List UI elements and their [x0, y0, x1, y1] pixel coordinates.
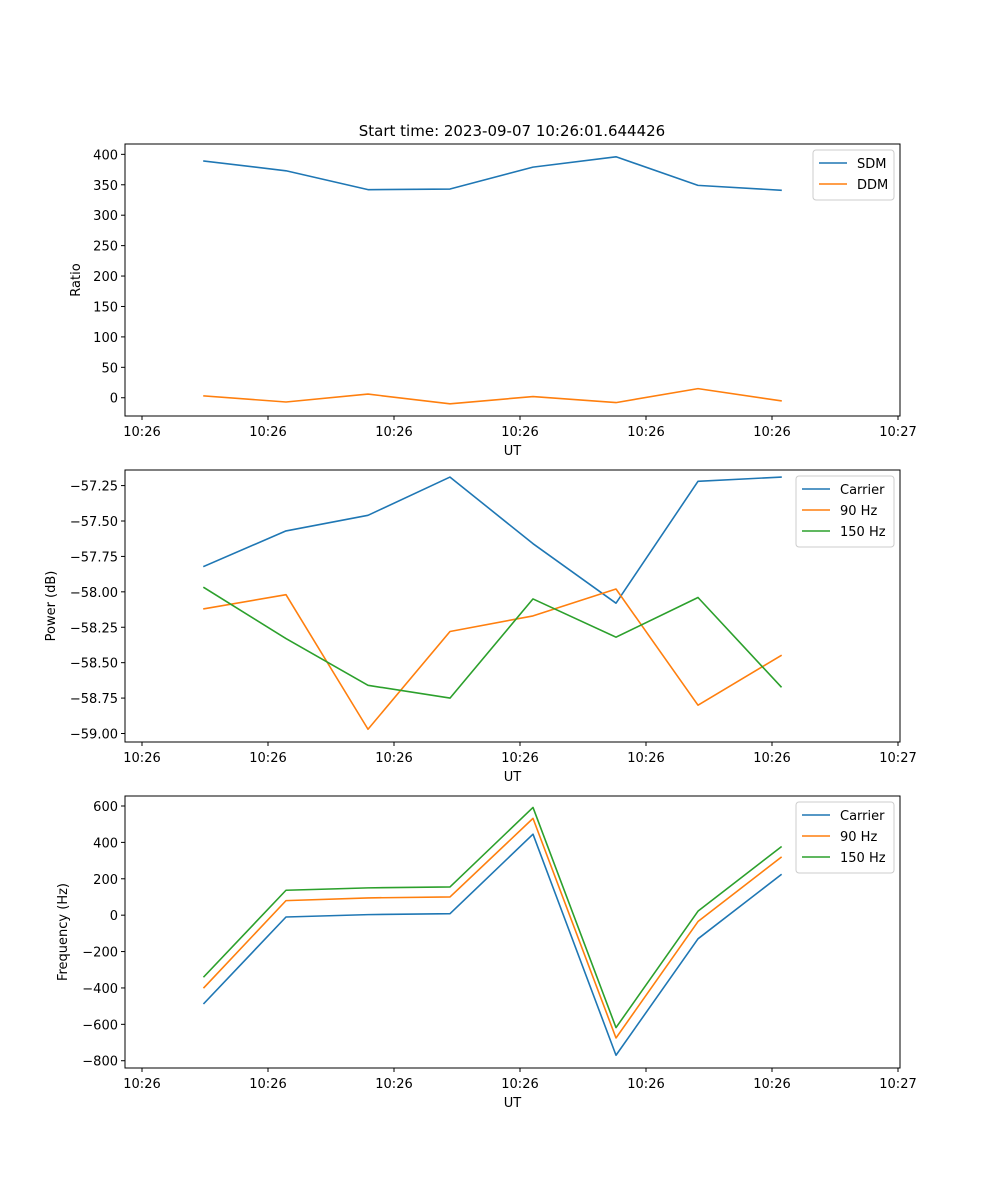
- legend-entry: 150 Hz: [840, 851, 886, 866]
- series-line-90-hz: [202, 817, 783, 1039]
- chart-panel-2: −59.00 −58.75 −58.50 −58.25 −58.00 −57.75 −57.…: [44, 469, 917, 785]
- y-tick-label: −58.00: [70, 586, 118, 601]
- chart-title: Start time: 2023-09-07 10:26:01.644426: [359, 122, 665, 140]
- y-axis-label: Frequency (Hz): [56, 883, 71, 981]
- legend-entry: 90 Hz: [840, 830, 877, 845]
- x-axis-label: UT: [504, 1096, 522, 1111]
- x-tick-label: 10:26: [249, 425, 286, 440]
- x-tick-label: 10:26: [123, 1077, 160, 1092]
- series-line-150-hz: [202, 586, 783, 699]
- x-tick-label: 10:26: [501, 751, 538, 766]
- axes-frame: [124, 143, 901, 417]
- y-axis-label: Power (dB): [44, 571, 59, 642]
- y-tick-label: 200: [93, 270, 118, 285]
- series-line-ddm: [203, 387, 782, 405]
- x-tick-label: 10:26: [375, 1077, 412, 1092]
- y-tick-label: −58.25: [70, 621, 118, 636]
- legend-entry: DDM: [857, 178, 888, 193]
- y-tick-label: 300: [93, 209, 118, 224]
- x-axis-label: UT: [504, 444, 522, 459]
- y-tick-label: −57.75: [70, 550, 118, 565]
- y-tick-label: −600: [82, 1018, 118, 1033]
- y-tick-label: 0: [110, 392, 118, 407]
- y-tick-label: 200: [93, 873, 118, 888]
- x-tick-label: 10:26: [753, 751, 790, 766]
- series-line-90-hz: [203, 588, 783, 731]
- chart-panel-1: 0 50 100 150 200 250 300 350 400 10:26 10:26 10:26 1…: [69, 143, 917, 459]
- x-tick-label: 10:26: [501, 1077, 538, 1092]
- legend-box: [795, 475, 895, 548]
- x-tick-label: 10:26: [501, 425, 538, 440]
- legend-entry: Carrier: [840, 483, 885, 498]
- x-tick-label: 10:26: [123, 425, 160, 440]
- x-tick-label: 10:26: [375, 425, 412, 440]
- y-tick-label: −400: [82, 982, 118, 997]
- series-line-sdm: [203, 155, 782, 192]
- legend: SDM DDM: [812, 149, 895, 201]
- y-tick-label: −57.25: [70, 480, 118, 495]
- series-line-150-hz: [202, 806, 783, 1029]
- y-tick-label: −58.50: [70, 657, 118, 672]
- y-tick-label: 600: [93, 800, 118, 815]
- chart-panel-3: −800 −600 −400 −200 0 200 400 600 10:26 10:26 10:2…: [56, 795, 917, 1111]
- legend-box: [795, 801, 895, 874]
- legend-entry: 90 Hz: [840, 504, 877, 519]
- y-tick-label: 350: [93, 179, 118, 194]
- y-tick-label: 400: [93, 836, 118, 851]
- x-tick-label: 10:27: [879, 1077, 916, 1092]
- legend-entry: 150 Hz: [840, 525, 886, 540]
- axes-frame: [124, 795, 901, 1069]
- charts-container: 0 50 100 150 200 250 300 350 400 10:26 10:26 10:26 1…: [44, 143, 917, 1111]
- x-tick-label: 10:27: [879, 751, 916, 766]
- y-tick-label: 100: [93, 331, 118, 346]
- y-tick-label: 150: [93, 300, 118, 315]
- series-line-carrier: [202, 833, 783, 1057]
- y-tick-label: 250: [93, 240, 118, 255]
- x-tick-label: 10:26: [249, 1077, 286, 1092]
- y-tick-label: −200: [82, 946, 118, 961]
- y-tick-label: −800: [82, 1055, 118, 1070]
- axes-frame: [124, 469, 901, 743]
- legend: Carrier 90 Hz 150 Hz: [795, 801, 895, 874]
- y-tick-label: −59.00: [70, 728, 118, 743]
- x-tick-label: 10:26: [753, 1077, 790, 1092]
- x-tick-label: 10:26: [627, 751, 664, 766]
- x-tick-label: 10:26: [627, 425, 664, 440]
- y-tick-label: 50: [101, 361, 118, 376]
- x-tick-label: 10:26: [753, 425, 790, 440]
- legend-entry: Carrier: [840, 809, 885, 824]
- series-line-carrier: [202, 476, 782, 604]
- legend-entry: SDM: [857, 157, 886, 172]
- y-tick-label: −58.75: [70, 692, 118, 707]
- y-tick-label: 0: [110, 909, 118, 924]
- x-tick-label: 10:26: [627, 1077, 664, 1092]
- x-tick-label: 10:26: [123, 751, 160, 766]
- y-tick-label: 400: [93, 148, 118, 163]
- legend: Carrier 90 Hz 150 Hz: [795, 475, 895, 548]
- y-tick-label: −57.50: [70, 515, 118, 530]
- x-tick-label: 10:26: [249, 751, 286, 766]
- x-tick-label: 10:26: [375, 751, 412, 766]
- x-axis-label: UT: [504, 770, 522, 785]
- x-tick-label: 10:27: [879, 425, 916, 440]
- y-axis-label: Ratio: [69, 263, 84, 296]
